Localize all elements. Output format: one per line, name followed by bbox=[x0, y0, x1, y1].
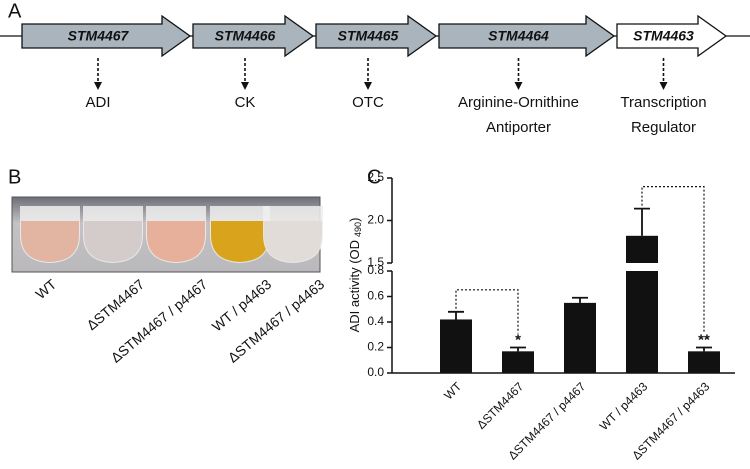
tube-liquid bbox=[211, 221, 269, 262]
photo-label: ΔSTM4467 / p4463 bbox=[225, 276, 328, 366]
gene-product: Regulator bbox=[631, 119, 696, 136]
bar bbox=[502, 351, 534, 373]
photo-label: ΔSTM4467 bbox=[83, 276, 147, 333]
y-label-part: ADI activity (OD bbox=[347, 240, 362, 332]
y-tick-label: 2.0 bbox=[367, 213, 384, 227]
panel-label: B bbox=[8, 166, 21, 188]
y-tick-label: 2.5 bbox=[367, 170, 384, 184]
error-bar bbox=[572, 296, 588, 303]
bar bbox=[688, 351, 720, 373]
gene-arrow bbox=[21, 14, 192, 58]
gene-name: STM4466 bbox=[215, 28, 276, 44]
gene-name: STM4467 bbox=[68, 28, 130, 44]
x-tick-label: WT / p4463 bbox=[597, 379, 651, 433]
bar-upper bbox=[626, 235, 658, 263]
significance-bracket bbox=[455, 289, 519, 334]
error-bar bbox=[634, 207, 650, 236]
y-tick-label: 0.4 bbox=[367, 314, 384, 328]
photo-label: WT bbox=[32, 276, 59, 303]
gene-arrow bbox=[192, 14, 315, 58]
gene-product: CK bbox=[235, 94, 256, 111]
gene-arrow bbox=[438, 14, 616, 58]
gene-name: STM4465 bbox=[338, 28, 399, 44]
gene-arrow bbox=[315, 14, 438, 58]
gene-product: Transcription bbox=[620, 94, 706, 111]
x-tick-label: WT bbox=[441, 379, 465, 403]
bar bbox=[564, 302, 596, 373]
tube-liquid bbox=[147, 221, 205, 262]
y-tick-label: 0.6 bbox=[367, 289, 384, 303]
error-bar bbox=[696, 346, 712, 352]
gene-arrow bbox=[616, 14, 728, 58]
y-tick-label: 1.5 bbox=[367, 255, 384, 269]
tube-liquid bbox=[264, 221, 322, 262]
gene-product: Arginine-Ornithine bbox=[458, 94, 579, 111]
y-tick-label: 0.0 bbox=[367, 365, 384, 379]
bar-lower bbox=[626, 271, 658, 373]
y-tick-label: 0.8 bbox=[367, 263, 384, 277]
x-tick-label: ΔSTM4467 bbox=[474, 379, 527, 432]
panel-label: C bbox=[367, 166, 381, 188]
error-bar bbox=[448, 310, 464, 320]
y-label-part: 490 bbox=[353, 222, 363, 237]
y-tick-label: 0.2 bbox=[367, 340, 384, 354]
significance-bracket bbox=[641, 186, 705, 334]
y-label-part: ) bbox=[347, 218, 362, 222]
tube-liquid bbox=[84, 221, 142, 262]
gene-name: STM4463 bbox=[633, 28, 694, 44]
panel-label: A bbox=[8, 0, 22, 22]
gene-product: Antiporter bbox=[486, 119, 551, 136]
error-bar bbox=[510, 346, 526, 352]
significance-mark: ** bbox=[698, 331, 710, 348]
gene-product: OTC bbox=[352, 94, 384, 111]
bar bbox=[440, 319, 472, 373]
y-axis-label: ADI activity (OD 490) bbox=[347, 218, 363, 333]
gene-product: ADI bbox=[85, 94, 110, 111]
significance-mark: * bbox=[515, 331, 521, 348]
tube-liquid bbox=[21, 221, 79, 262]
gene-name: STM4464 bbox=[488, 28, 549, 44]
